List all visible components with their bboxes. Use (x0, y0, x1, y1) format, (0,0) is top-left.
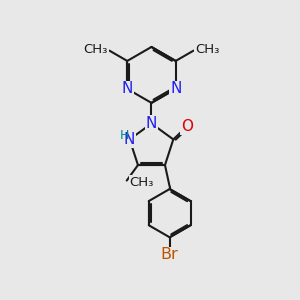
Text: N: N (122, 81, 133, 96)
Text: N: N (124, 132, 135, 147)
Text: H: H (120, 129, 129, 142)
Text: CH₃: CH₃ (84, 43, 108, 56)
Text: O: O (181, 119, 193, 134)
Text: CH₃: CH₃ (130, 176, 154, 188)
Text: CH₃: CH₃ (195, 43, 219, 56)
Text: N: N (170, 81, 182, 96)
Text: Br: Br (161, 248, 178, 262)
Text: N: N (146, 116, 157, 131)
